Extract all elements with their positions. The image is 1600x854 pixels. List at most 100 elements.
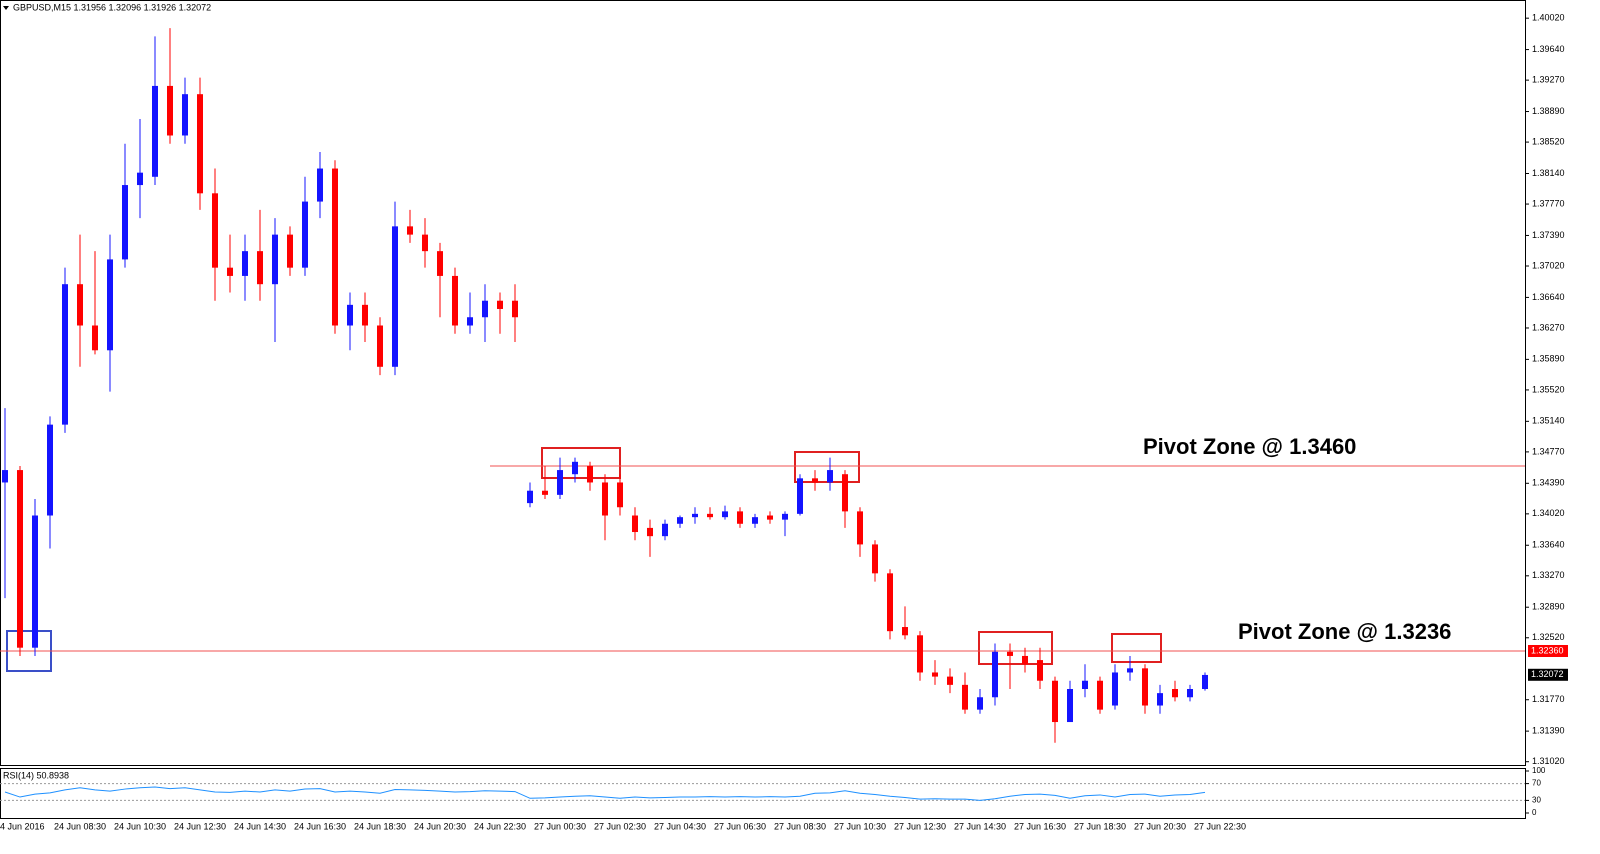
candle-body bbox=[602, 482, 608, 516]
candle-body bbox=[212, 193, 218, 268]
candle-body bbox=[257, 251, 263, 285]
candle-body bbox=[572, 461, 578, 475]
y-tick-label: 1.35140 bbox=[1532, 416, 1565, 426]
candle-body bbox=[707, 513, 713, 518]
x-tick-label: 24 Jun 10:30 bbox=[114, 821, 166, 831]
candle-body bbox=[827, 470, 833, 483]
y-tick-label: 70 bbox=[1532, 779, 1541, 788]
candle-body bbox=[422, 234, 428, 252]
candle-body bbox=[542, 490, 548, 495]
price-marker bbox=[1528, 668, 1568, 681]
y-tick-label: 1.37020 bbox=[1532, 260, 1565, 270]
candle-body bbox=[1007, 651, 1013, 656]
candle-body bbox=[692, 513, 698, 518]
candle-body bbox=[872, 544, 878, 574]
candle-body bbox=[1022, 655, 1028, 665]
candle-body bbox=[92, 325, 98, 351]
candle-body bbox=[1172, 688, 1178, 698]
candle-body bbox=[377, 325, 383, 367]
candle-body bbox=[1142, 668, 1148, 706]
candle-body bbox=[137, 172, 143, 186]
price-marker bbox=[1528, 644, 1568, 657]
candle-body bbox=[797, 478, 803, 514]
candle-body bbox=[362, 304, 368, 326]
x-tick-label: 27 Jun 00:30 bbox=[534, 821, 586, 831]
candle-body bbox=[302, 201, 308, 268]
candle-body bbox=[77, 284, 83, 326]
y-tick-label: 1.35890 bbox=[1532, 354, 1565, 364]
candle-body bbox=[557, 470, 563, 495]
candle-body bbox=[1067, 688, 1073, 723]
pivot-annotation: Pivot Zone @ 1.3460 bbox=[1143, 434, 1356, 459]
candle-body bbox=[242, 251, 248, 276]
x-tick-label: 27 Jun 04:30 bbox=[654, 821, 706, 831]
candle-body bbox=[512, 300, 518, 318]
candle-body bbox=[1157, 693, 1163, 706]
candle-body bbox=[767, 515, 773, 520]
x-tick-label: 24 Jun 18:30 bbox=[354, 821, 406, 831]
candle-body bbox=[722, 511, 728, 518]
y-tick-label: 1.33270 bbox=[1532, 570, 1565, 580]
menu-arrow bbox=[3, 6, 9, 10]
candle-body bbox=[1052, 680, 1058, 723]
candle-body bbox=[197, 94, 203, 194]
zone-box bbox=[1111, 633, 1162, 663]
candle-body bbox=[452, 275, 458, 326]
rsi-title: RSI(14) 50.8938 bbox=[3, 770, 69, 780]
zone-box bbox=[978, 631, 1053, 665]
x-tick-label: 24 Jun 16:30 bbox=[294, 821, 346, 831]
y-tick-label: 1.36270 bbox=[1532, 322, 1565, 332]
y-tick-label: 1.38890 bbox=[1532, 106, 1565, 116]
y-tick-label: 1.39640 bbox=[1532, 44, 1565, 54]
y-tick-label: 1.33640 bbox=[1532, 540, 1565, 550]
candle-body bbox=[977, 697, 983, 710]
candle-body bbox=[392, 226, 398, 367]
candle-body bbox=[1097, 680, 1103, 710]
candle-body bbox=[2, 470, 8, 483]
y-tick-label: 1.34390 bbox=[1532, 478, 1565, 488]
candle-body bbox=[332, 168, 338, 326]
candle-body bbox=[437, 251, 443, 276]
price-marker-label: 1.32072 bbox=[1531, 669, 1564, 679]
price-marker-label: 1.32360 bbox=[1531, 645, 1564, 655]
candle-body bbox=[842, 474, 848, 512]
candle-body bbox=[17, 470, 23, 648]
candle-body bbox=[947, 676, 953, 685]
candle-body bbox=[962, 684, 968, 710]
y-tick-label: 1.32890 bbox=[1532, 602, 1565, 612]
x-tick-label: 27 Jun 02:30 bbox=[594, 821, 646, 831]
candle-body bbox=[527, 490, 533, 504]
candle-body bbox=[647, 527, 653, 537]
y-tick-label: 1.34770 bbox=[1532, 446, 1565, 456]
candle-body bbox=[1112, 672, 1118, 706]
candle-body bbox=[887, 573, 893, 632]
y-tick-label: 1.37770 bbox=[1532, 198, 1565, 208]
x-tick-label: 27 Jun 16:30 bbox=[1014, 821, 1066, 831]
x-tick-label: 27 Jun 12:30 bbox=[894, 821, 946, 831]
x-tick-label: 24 Jun 08:30 bbox=[54, 821, 106, 831]
rsi-line bbox=[4, 786, 1206, 801]
chart-title: GBPUSD,M15 1.31956 1.32096 1.31926 1.320… bbox=[13, 2, 211, 12]
candle-body bbox=[587, 465, 593, 483]
candle-body bbox=[812, 478, 818, 483]
candle-body bbox=[1127, 668, 1133, 673]
candle-body bbox=[902, 627, 908, 636]
candle-body bbox=[677, 517, 683, 524]
x-tick-label: 27 Jun 08:30 bbox=[774, 821, 826, 831]
y-tick-label: 1.37390 bbox=[1532, 230, 1565, 240]
candle-body bbox=[317, 168, 323, 202]
y-tick-label: 1.39270 bbox=[1532, 75, 1565, 85]
rsi-panel bbox=[0, 768, 1526, 819]
y-tick-label: 100 bbox=[1532, 766, 1546, 775]
candle-body bbox=[227, 267, 233, 276]
candle-body bbox=[737, 511, 743, 524]
x-tick-label: 24 Jun 12:30 bbox=[174, 821, 226, 831]
candle-body bbox=[917, 635, 923, 673]
candle-body bbox=[857, 511, 863, 545]
y-tick-label: 1.31770 bbox=[1532, 694, 1565, 704]
candle-body bbox=[107, 259, 113, 351]
y-tick-label: 1.31020 bbox=[1532, 756, 1565, 766]
candle-body bbox=[617, 482, 623, 508]
